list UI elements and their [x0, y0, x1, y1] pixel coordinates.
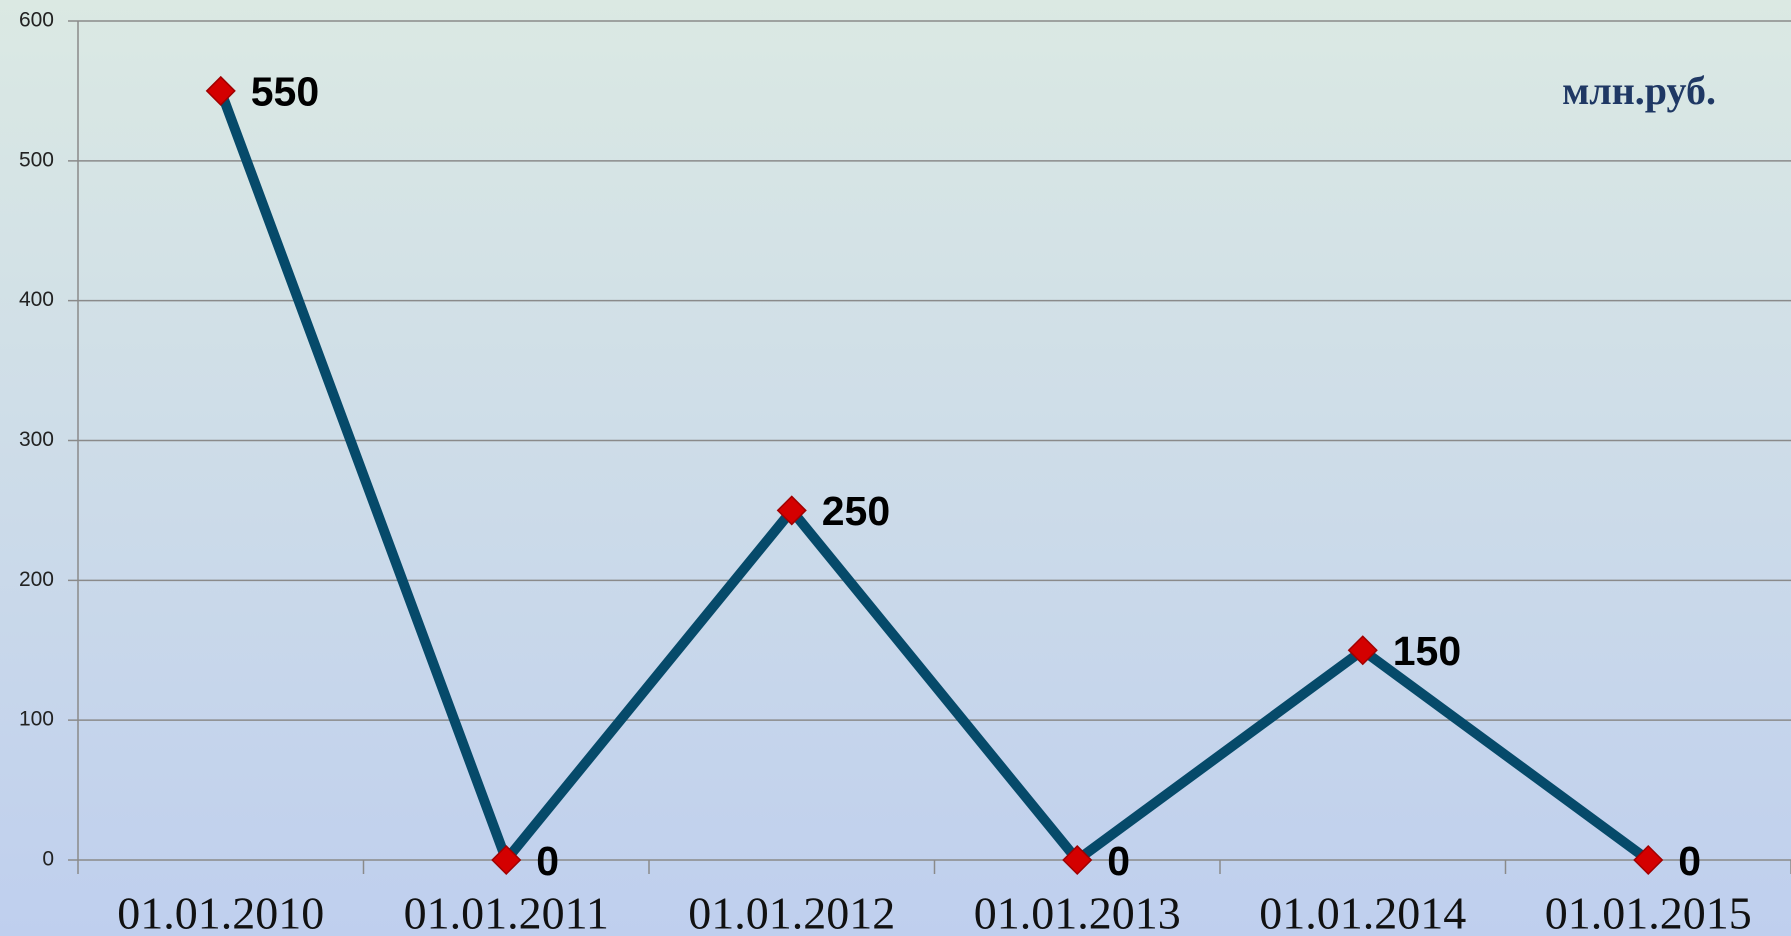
data-label: 250	[822, 488, 890, 534]
data-label: 0	[1678, 838, 1701, 884]
data-label: 0	[536, 838, 559, 884]
line	[216, 89, 1652, 865]
x-tick-label: 01.01.2015	[1545, 888, 1752, 936]
x-tick-label: 01.01.2012	[688, 888, 895, 936]
x-tick-label: 01.01.2014	[1259, 888, 1466, 936]
y-tick-label: 600	[19, 9, 54, 32]
y-tick-label: 500	[19, 148, 54, 171]
data-label: 550	[251, 69, 319, 115]
marker	[776, 495, 807, 526]
y-tick-label: 200	[19, 568, 54, 591]
marker	[1062, 844, 1093, 876]
x-tick-label: 01.01.2011	[404, 888, 609, 936]
y-tick-label: 100	[19, 708, 54, 731]
marker	[1633, 844, 1664, 876]
x-tick-label: 01.01.2013	[974, 888, 1181, 936]
x-tick-label: 01.01.2010	[117, 888, 324, 936]
data-label: 0	[1107, 838, 1130, 884]
marker	[491, 844, 522, 876]
unit-annotation: млн.руб.	[1562, 68, 1716, 113]
data-label: 150	[1393, 628, 1461, 674]
y-tick-label: 0	[42, 848, 54, 871]
y-tick-label: 400	[19, 288, 54, 311]
marker	[1347, 635, 1378, 666]
marker	[205, 75, 236, 106]
y-tick-label: 300	[19, 428, 54, 451]
